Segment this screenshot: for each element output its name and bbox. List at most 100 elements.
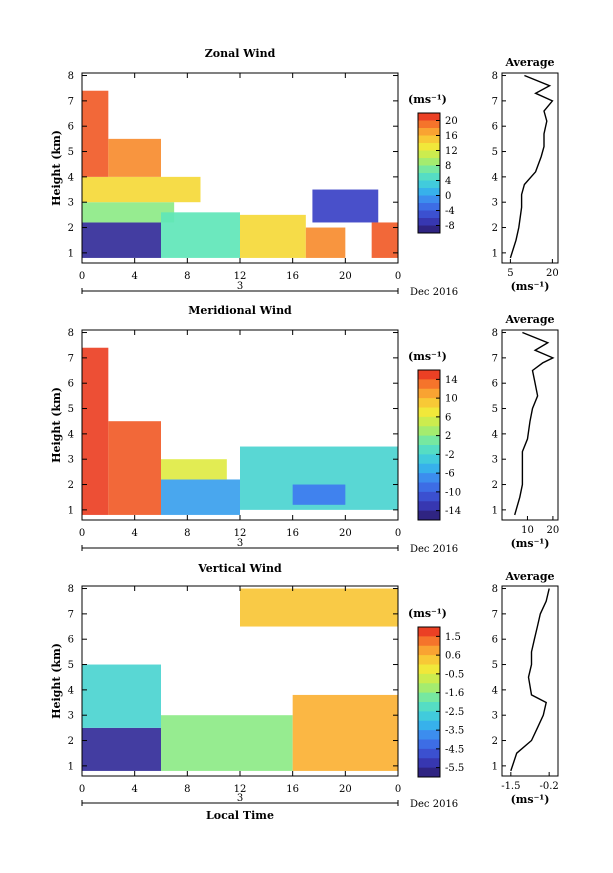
colorbar-segment: [418, 482, 440, 493]
colorbar-frame: [417, 369, 441, 521]
heatmap-region: [82, 664, 161, 728]
colorbar-segment: [418, 150, 440, 159]
colorbar-tick-label: 0: [445, 191, 451, 202]
colorbar-segment: [418, 195, 440, 204]
colorbar-segment: [418, 379, 440, 390]
profile-frame: [501, 72, 559, 264]
colorbar-tick-label: -14: [445, 506, 461, 517]
heatmap-region: [82, 727, 161, 771]
colorbar-frame: [417, 112, 441, 234]
colorbar-tick-label: -10: [445, 487, 461, 498]
colorbar-tick-label: -0.5: [445, 669, 464, 680]
colorbar-segment: [418, 645, 440, 656]
colorbar-segment: [418, 655, 440, 665]
x-tick-label: 0: [395, 784, 401, 795]
x-tick-label: 12: [234, 271, 247, 282]
profile-y-tick-label: 5: [492, 660, 498, 671]
y-tick-label: 7: [68, 609, 74, 620]
date-label: Dec 2016: [410, 799, 458, 810]
profile-x-label: (ms⁻¹): [511, 280, 550, 293]
x-tick-label: 8: [184, 784, 190, 795]
colorbar-segment: [418, 739, 440, 750]
profile-y-tick-label: 4: [492, 685, 498, 696]
colorbar-segment: [418, 128, 440, 136]
y-tick-label: 2: [68, 736, 74, 747]
colorbar-segment: [418, 143, 440, 151]
profile-x-tick-label: 5: [507, 268, 513, 279]
colorbar-segment: [418, 407, 440, 418]
profile-y-tick-label: 8: [492, 328, 498, 339]
y-tick-label: 1: [68, 248, 74, 259]
colorbar-tick-label: 14: [445, 375, 458, 386]
y-tick-label: 6: [68, 379, 74, 390]
colorbar-tick-label: -3.5: [445, 726, 464, 737]
profile-y-tick-label: 2: [492, 223, 498, 234]
heatmap-region: [108, 421, 161, 515]
colorbar-segment: [418, 636, 440, 647]
profile-x-label: (ms⁻¹): [511, 537, 550, 550]
heatmap-region: [82, 347, 109, 515]
panel-title: Vertical Wind: [197, 562, 282, 575]
profile-y-tick-label: 7: [492, 609, 498, 620]
y-tick-label: 6: [68, 635, 74, 646]
x-axis-label: Local Time: [206, 809, 274, 822]
profile-x-tick-label: 20: [546, 268, 559, 279]
colorbar-tick-label: -6: [445, 469, 455, 480]
colorbar-tick-label: -1.6: [445, 688, 464, 699]
heatmap-region: [292, 694, 398, 771]
colorbar-segment: [418, 692, 440, 703]
colorbar-tick-label: 4: [445, 176, 451, 187]
x-tick-label: 12: [234, 784, 247, 795]
y-tick-label: 5: [68, 147, 74, 158]
colorbar-tick-label: 10: [445, 394, 458, 405]
heatmap-region: [305, 227, 346, 258]
colorbar-tick-label: 12: [445, 146, 458, 157]
y-tick-label: 8: [68, 71, 74, 82]
profile-title: Average: [504, 313, 554, 326]
y-tick-label: 4: [68, 172, 74, 183]
profile-y-tick-label: 6: [492, 635, 498, 646]
heatmap-region: [82, 222, 161, 258]
profile-y-tick-label: 3: [492, 455, 498, 466]
colorbar-segment: [418, 473, 440, 483]
colorbar-tick-label: -4: [445, 206, 455, 217]
date-marker: 3: [237, 281, 243, 292]
profile-x-tick-label: -0.2: [540, 781, 559, 792]
heatmap-region: [312, 189, 379, 223]
colorbar-segment: [418, 218, 440, 226]
colorbar-segment: [418, 510, 440, 521]
x-tick-label: 0: [79, 784, 85, 795]
x-tick-label: 8: [184, 271, 190, 282]
heatmap-region: [371, 222, 398, 258]
profile-y-tick-label: 3: [492, 198, 498, 209]
y-tick-label: 8: [68, 328, 74, 339]
colorbar-tick-label: 16: [445, 131, 458, 142]
profile-y-tick-label: 7: [492, 96, 498, 107]
colorbar-tick-label: -4.5: [445, 744, 464, 755]
colorbar-segment: [418, 445, 440, 455]
x-tick-label: 20: [339, 528, 352, 539]
colorbar-segment: [418, 702, 440, 712]
y-tick-label: 3: [68, 455, 74, 466]
heatmap-region: [82, 90, 109, 177]
y-tick-label: 3: [68, 711, 74, 722]
profile-y-tick-label: 8: [492, 71, 498, 82]
profile-x-tick-label: 20: [547, 525, 560, 536]
profile-y-tick-label: 6: [492, 122, 498, 133]
profile-frame: [501, 329, 559, 521]
colorbar-segment: [418, 426, 440, 437]
y-tick-label: 3: [68, 198, 74, 209]
heatmap-region: [161, 479, 240, 515]
panel-title: Zonal Wind: [205, 47, 276, 60]
heatmap-region: [161, 459, 227, 480]
x-tick-label: 20: [339, 271, 352, 282]
profile-y-tick-label: 1: [492, 248, 498, 259]
x-tick-label: 16: [286, 528, 299, 539]
y-tick-label: 8: [68, 584, 74, 595]
profile-frame: [501, 585, 559, 777]
y-axis-label: Height (km): [50, 387, 63, 463]
